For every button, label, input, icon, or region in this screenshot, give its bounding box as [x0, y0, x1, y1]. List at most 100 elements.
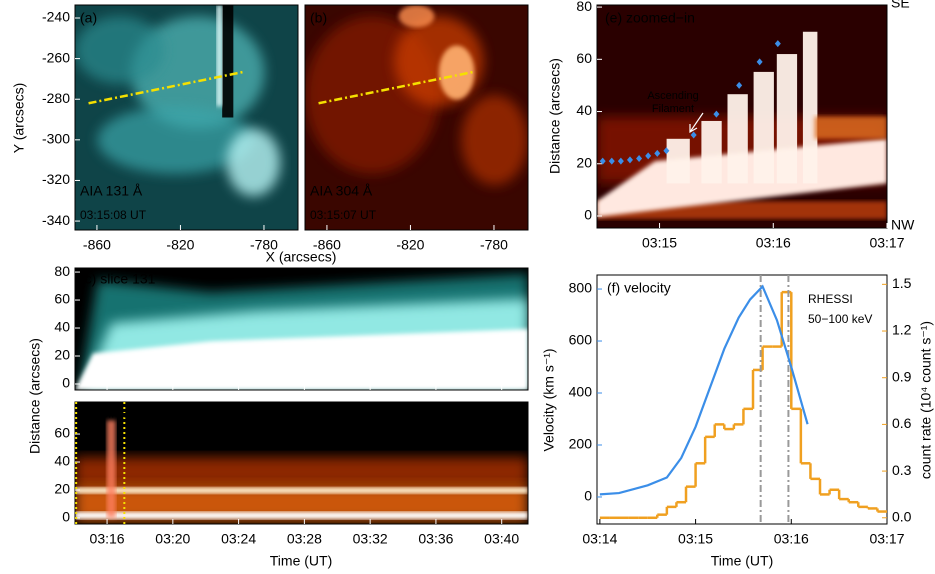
panel-label: NW [891, 217, 915, 233]
x-tick-label: -860 [313, 237, 341, 253]
image [75, 268, 528, 390]
x-tick-label: 03:16 [774, 531, 809, 547]
x-tick-label: 03:32 [353, 531, 388, 547]
image-feature [814, 116, 887, 139]
y-tick-label: 0 [62, 375, 70, 391]
slice-line [88, 70, 244, 105]
point [690, 131, 697, 139]
panel: -860 -820 -780 -340 -320 -300 -280 -260 -240 (a) A… [11, 4, 337, 265]
y-tick-label: -320 [42, 171, 70, 187]
panel-label: 03:15:08 UT [80, 208, 147, 222]
y-axis-label: Distance (arcsecs) [27, 338, 43, 454]
y-tick-label: 60 [576, 50, 592, 66]
x-tick-label: 03:16 [90, 531, 125, 547]
x-tick-label: 03:17 [869, 531, 904, 547]
frame [74, 401, 529, 525]
x-tick-label: 03:28 [287, 531, 322, 547]
panel-label: (d) slice 304 [80, 405, 156, 421]
image [597, 5, 887, 228]
frame [74, 267, 529, 391]
y-axis-label: Distance (arcsecs) [547, 58, 563, 174]
panel-label: Ascending [647, 90, 698, 102]
point [617, 157, 624, 165]
point [645, 152, 652, 160]
y-tick-label: 20 [576, 154, 592, 170]
point [599, 157, 606, 165]
image-feature [226, 128, 281, 197]
x-tick-label: 03:15 [642, 235, 677, 251]
y2-tick-label: 0.9 [892, 368, 912, 384]
y2-tick-label: 1.2 [892, 322, 912, 338]
panel-label: AIA 304 Å [310, 183, 373, 199]
y2-tick-label: 0.0 [892, 508, 912, 524]
panel-label: RHESSI [808, 292, 853, 306]
image-feature [75, 329, 528, 390]
panel-label: (c) slice 131 [80, 271, 156, 287]
point [626, 156, 633, 164]
frame [304, 4, 529, 231]
slice-line [318, 70, 474, 105]
point [774, 40, 781, 48]
image-feature [75, 16, 165, 84]
image-feature [398, 5, 435, 28]
panel-label: (b) [310, 10, 327, 26]
y-tick-label: 200 [569, 436, 593, 452]
annotation-arrowhead [689, 124, 698, 134]
image-feature [75, 487, 528, 494]
image-feature [461, 95, 528, 185]
y-tick-label: 400 [569, 384, 593, 400]
y-tick-label: -300 [42, 131, 70, 147]
frame [596, 274, 888, 525]
image-feature [776, 54, 798, 184]
image-feature [97, 106, 254, 174]
panel-label: (e) zoomed−in [605, 10, 695, 26]
y2-tick-label: 0.3 [892, 462, 912, 478]
frame [74, 4, 299, 231]
x-tick-label: -860 [83, 237, 111, 253]
y-tick-label: 80 [54, 263, 70, 279]
y-tick-label: -280 [42, 90, 70, 106]
y2-tick-label: 0.6 [892, 415, 912, 431]
panel-label: 03:15:07 UT [310, 208, 377, 222]
y-tick-label: 40 [54, 453, 70, 469]
image-feature [802, 31, 818, 184]
y-axis-label: Velocity (km s⁻¹) [541, 348, 557, 451]
y-tick-label: 40 [54, 319, 70, 335]
image [75, 402, 528, 524]
image-feature [106, 420, 116, 518]
x-tick-label: -820 [166, 237, 194, 253]
image-feature [666, 138, 690, 184]
point [756, 58, 763, 66]
annotation-arrow [689, 112, 704, 133]
panel-label: (f) velocity [607, 280, 671, 296]
point [608, 157, 615, 165]
panel: 0 20 40 60 80 (c) slice 131 Distance (arcsecs) [27, 263, 529, 454]
x-axis-label: X (arcsecs) [266, 249, 337, 265]
panel: 03:15 03:16 03:17 0 20 40 60 80 (e) zoomed−in Asc… [547, 0, 915, 251]
image-feature [75, 456, 528, 488]
x-tick-label: -820 [396, 237, 424, 253]
y-tick-label: -240 [42, 9, 70, 25]
y2-tick-label: 1.5 [892, 275, 912, 291]
x-tick-label: -780 [250, 237, 278, 253]
image-feature [701, 120, 722, 184]
image-feature [75, 511, 528, 520]
y-tick-label: 20 [54, 347, 70, 363]
x-axis-label: Time (UT) [270, 553, 332, 569]
y-tick-label: 0 [584, 207, 592, 223]
image [75, 5, 298, 230]
y-axis-label: Y (arcsecs) [11, 83, 27, 154]
x-tick-label: 03:15 [678, 531, 713, 547]
y-tick-label: 60 [54, 425, 70, 441]
point [713, 110, 720, 118]
point [636, 155, 643, 163]
image-feature [438, 45, 475, 100]
panel: 03:16 03:20 03:24 03:28 03:32 03:36 03:40 0 20 40… [54, 385, 529, 569]
x-tick-label: 03:14 [582, 531, 617, 547]
y-tick-label: 60 [54, 291, 70, 307]
velocity-line [599, 284, 809, 496]
panel-label: SE [891, 0, 910, 11]
y-tick-label: 0 [584, 488, 592, 504]
y2-axis-label: count rate (10⁴ count s⁻¹) [918, 321, 934, 479]
